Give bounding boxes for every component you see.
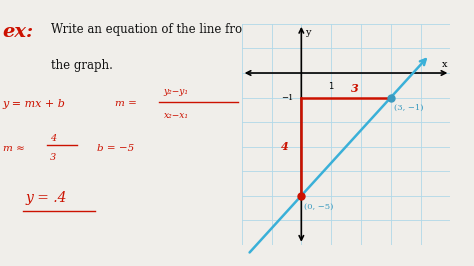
Text: y = mx + b: y = mx + b <box>2 99 65 109</box>
Text: x₂−x₁: x₂−x₁ <box>164 111 189 120</box>
Text: 4: 4 <box>50 134 56 143</box>
Text: 3: 3 <box>351 84 359 94</box>
Text: y: y <box>305 28 310 37</box>
Text: 3: 3 <box>50 153 56 162</box>
Text: y = .4: y = .4 <box>26 191 67 205</box>
Text: m =: m = <box>115 99 137 108</box>
Text: 1: 1 <box>328 82 334 91</box>
Text: (3, −1): (3, −1) <box>394 104 423 112</box>
Text: y₂−y₁: y₂−y₁ <box>164 87 189 96</box>
Text: the graph.: the graph. <box>51 59 113 72</box>
Text: 4: 4 <box>281 141 289 152</box>
Text: b = −5: b = −5 <box>97 144 135 153</box>
Text: −1: −1 <box>282 94 294 102</box>
Text: Write an equation of the line from: Write an equation of the line from <box>51 23 254 36</box>
Text: m ≈: m ≈ <box>2 144 25 153</box>
Text: ex:: ex: <box>2 23 34 41</box>
Text: x: x <box>442 60 447 69</box>
Text: (0, −5): (0, −5) <box>304 203 334 211</box>
